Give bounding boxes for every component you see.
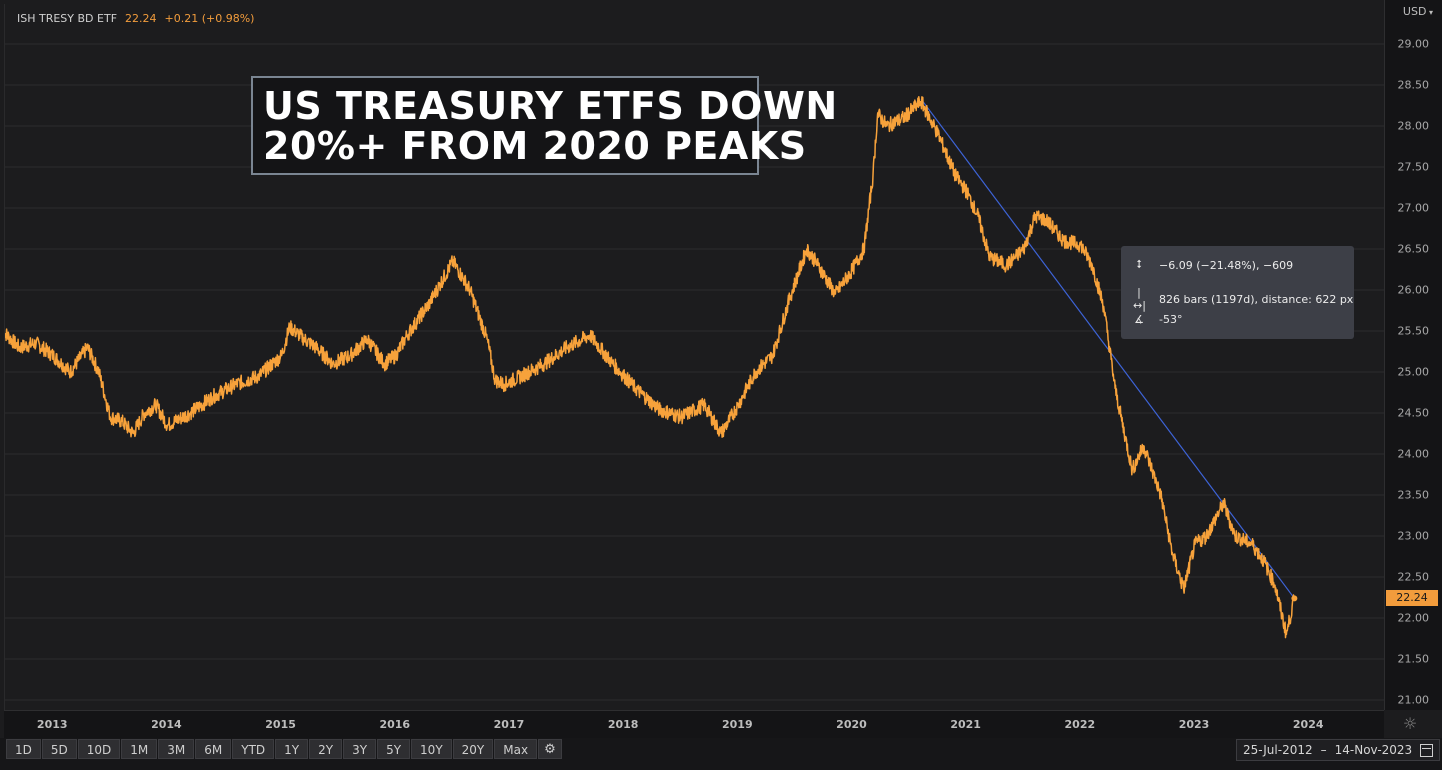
range-button-1m[interactable]: 1M xyxy=(121,739,158,759)
price-series-line xyxy=(5,96,1296,639)
time-tick-label: 2024 xyxy=(1292,718,1324,731)
price-tick-label: 23.00 xyxy=(1397,529,1430,543)
vertical-range-icon: ⭥ xyxy=(1136,258,1142,271)
time-tick-label: 2013 xyxy=(36,718,68,731)
angle-icon: ∡ xyxy=(1134,313,1144,326)
headline-annotation: US TREASURY ETFS DOWN 20%+ FROM 2020 PEA… xyxy=(251,76,837,175)
date-range-start: 25-Jul-2012 xyxy=(1243,743,1313,757)
range-button-5y[interactable]: 5Y xyxy=(377,739,411,759)
time-tick-label: 2016 xyxy=(379,718,411,731)
chevron-down-icon: ▾ xyxy=(1426,8,1433,17)
headline-line-2: 20%+ FROM 2020 PEAKS xyxy=(263,124,807,168)
price-tick-label: 26.50 xyxy=(1397,242,1430,256)
currency-selector[interactable]: USD ▾ xyxy=(1403,5,1433,18)
range-buttons: 1D 5D 10D 1M 3M 6M YTD 1Y 2Y 3Y 5Y 10Y 2… xyxy=(6,739,562,759)
measure-price-row: ⭥ −6.09 (−21.48%), −609 xyxy=(1133,258,1293,272)
time-tick-label: 2015 xyxy=(265,718,296,731)
trendline[interactable] xyxy=(920,98,1295,599)
price-tick-label: 27.50 xyxy=(1397,160,1430,174)
price-tick-label: 25.50 xyxy=(1397,324,1430,338)
range-button-10y[interactable]: 10Y xyxy=(411,739,452,759)
last-price-tag: 22.24 xyxy=(1386,590,1438,607)
price-tick-label: 29.00 xyxy=(1397,37,1430,51)
range-button-5d[interactable]: 5D xyxy=(41,739,77,759)
ticker-name: ISH TRESY BD ETF xyxy=(17,12,118,25)
range-button-1d[interactable]: 1D xyxy=(6,739,41,759)
headline-line-1: US TREASURY ETFS DOWN xyxy=(263,84,838,128)
price-tick-label: 28.00 xyxy=(1397,119,1430,133)
price-tick-label: 22.50 xyxy=(1397,570,1430,584)
bottom-toolbar: 1D 5D 10D 1M 3M 6M YTD 1Y 2Y 3Y 5Y 10Y 2… xyxy=(0,738,1442,770)
price-tick-label: 25.00 xyxy=(1397,365,1430,379)
symbol-header: ISH TRESY BD ETF 22.24 +0.21 (+0.98%) xyxy=(17,12,254,25)
range-button-2y[interactable]: 2Y xyxy=(309,739,343,759)
range-button-6m[interactable]: 6M xyxy=(195,739,232,759)
range-button-20y[interactable]: 20Y xyxy=(452,739,494,759)
time-tick-label: 2020 xyxy=(836,718,867,731)
date-range-picker[interactable]: 25-Jul-2012 – 14-Nov-2023 xyxy=(1236,739,1441,761)
measure-bars-row: |↔| 826 bars (1197d), distance: 622 px xyxy=(1133,286,1353,312)
measure-price-change: −6.09 (−21.48%), −609 xyxy=(1159,258,1294,272)
measure-tooltip: ⭥ −6.09 (−21.48%), −609 |↔| 826 bars (11… xyxy=(1121,246,1354,339)
calendar-icon[interactable] xyxy=(1420,743,1434,757)
date-range-separator: – xyxy=(1320,743,1327,757)
price-tick-label: 22.00 xyxy=(1397,611,1430,625)
range-button-max[interactable]: Max xyxy=(494,739,538,759)
price-tick-label: 27.00 xyxy=(1397,201,1430,215)
time-tick-label: 2022 xyxy=(1064,718,1096,731)
last-price-dot xyxy=(1291,595,1298,602)
range-button-1y[interactable]: 1Y xyxy=(275,739,309,759)
price-tick-label: 26.00 xyxy=(1397,283,1430,297)
range-button-ytd[interactable]: YTD xyxy=(232,739,275,759)
gear-icon[interactable]: ⚙ xyxy=(538,739,562,759)
price-tick-label: 24.50 xyxy=(1397,406,1430,420)
price-tick-label: 28.50 xyxy=(1397,78,1430,92)
date-range-end: 14-Nov-2023 xyxy=(1334,743,1413,757)
price-tick-label: 23.50 xyxy=(1397,488,1430,502)
measure-angle: -53° xyxy=(1159,313,1183,326)
range-button-3y[interactable]: 3Y xyxy=(343,739,377,759)
price-tick-label: 21.00 xyxy=(1397,693,1430,707)
time-tick-label: 2019 xyxy=(722,718,753,731)
time-tick-label: 2023 xyxy=(1178,718,1210,731)
measure-angle-row: ∡ -53° xyxy=(1133,313,1182,326)
sun-gear-icon[interactable]: ☼ xyxy=(1402,714,1418,733)
currency-label: USD xyxy=(1402,5,1427,18)
price-change: +0.21 (+0.98%) xyxy=(164,12,255,25)
time-tick-label: 2017 xyxy=(493,718,525,731)
time-tick-label: 2018 xyxy=(607,718,639,731)
plot-area[interactable]: ISH TRESY BD ETF 22.24 +0.21 (+0.98%) US… xyxy=(4,4,1385,710)
time-tick-label: 2021 xyxy=(950,718,981,731)
trendline-layer[interactable] xyxy=(920,98,1295,599)
horizontal-range-icon: |↔| xyxy=(1133,286,1146,312)
time-tick-label: 2014 xyxy=(151,718,182,731)
last-price: 22.24 xyxy=(125,12,157,25)
range-button-3m[interactable]: 3M xyxy=(158,739,195,759)
price-line-layer xyxy=(5,96,1298,639)
price-tick-label: 21.50 xyxy=(1397,652,1430,666)
price-tick-label: 24.00 xyxy=(1397,447,1430,461)
range-button-10d[interactable]: 10D xyxy=(77,739,121,759)
measure-bars: 826 bars (1197d), distance: 622 px xyxy=(1159,292,1354,306)
time-axis[interactable]: 2013 2014 2015 2016 2017 2018 2019 2020 2021 2022… xyxy=(4,710,1384,739)
